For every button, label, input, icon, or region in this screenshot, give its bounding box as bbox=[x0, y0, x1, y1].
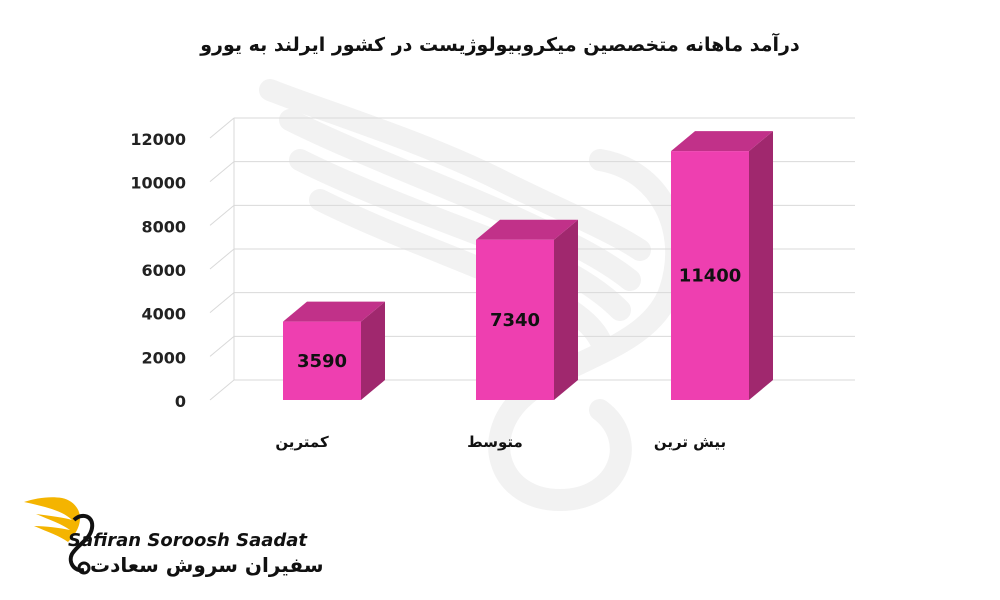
x-tick-label: کمترین bbox=[275, 433, 329, 451]
y-tick-label: 12000 bbox=[130, 130, 186, 149]
bar-side bbox=[361, 301, 385, 400]
gridline-diagonal bbox=[209, 335, 235, 357]
y-axis: 0 2000 4000 6000 8000 10000 12000 bbox=[130, 130, 186, 411]
y-tick-label: 2000 bbox=[141, 348, 186, 367]
logo-text-en: Safiran Soroosh Saadat bbox=[68, 530, 308, 551]
data-label: 11400 bbox=[679, 266, 742, 287]
y-tick-label: 4000 bbox=[141, 305, 186, 324]
chart-title: درآمد ماهانه متخصصین میکروبیولوژیست در ک… bbox=[200, 34, 800, 56]
x-tick-label: بیش ترین bbox=[654, 433, 726, 451]
watermark-stroke bbox=[279, 109, 641, 291]
y-tick-label: 8000 bbox=[141, 217, 186, 236]
y-tick-label: 10000 bbox=[130, 174, 186, 193]
data-label: 7340 bbox=[490, 310, 540, 331]
logo-text-fa: سفیران سروش سعادت bbox=[90, 553, 324, 577]
x-axis: کمترین متوسط بیش ترین bbox=[275, 433, 726, 451]
y-tick-label: 6000 bbox=[141, 261, 186, 280]
x-tick-label: متوسط bbox=[467, 433, 523, 451]
bar bbox=[671, 151, 749, 400]
bar-top bbox=[476, 219, 578, 240]
gridline-diagonal bbox=[209, 117, 235, 139]
gridline-diagonal bbox=[209, 292, 235, 314]
bar-top bbox=[283, 301, 385, 322]
bar-side bbox=[554, 219, 578, 400]
gridline-diagonal bbox=[209, 379, 235, 401]
bar bbox=[283, 321, 361, 400]
y-tick-label: 0 bbox=[175, 392, 186, 411]
gridline-diagonal bbox=[209, 248, 235, 270]
watermark-stroke bbox=[259, 79, 651, 261]
bar-side bbox=[749, 131, 773, 400]
gridline-diagonal bbox=[209, 204, 235, 226]
gridline-diagonal bbox=[209, 161, 235, 183]
bar-top bbox=[671, 131, 773, 152]
bar bbox=[476, 239, 554, 400]
bars: 3590 7340 11400 bbox=[283, 131, 773, 400]
golden-wing-bird-icon bbox=[24, 497, 95, 575]
data-label: 3590 bbox=[297, 351, 347, 372]
